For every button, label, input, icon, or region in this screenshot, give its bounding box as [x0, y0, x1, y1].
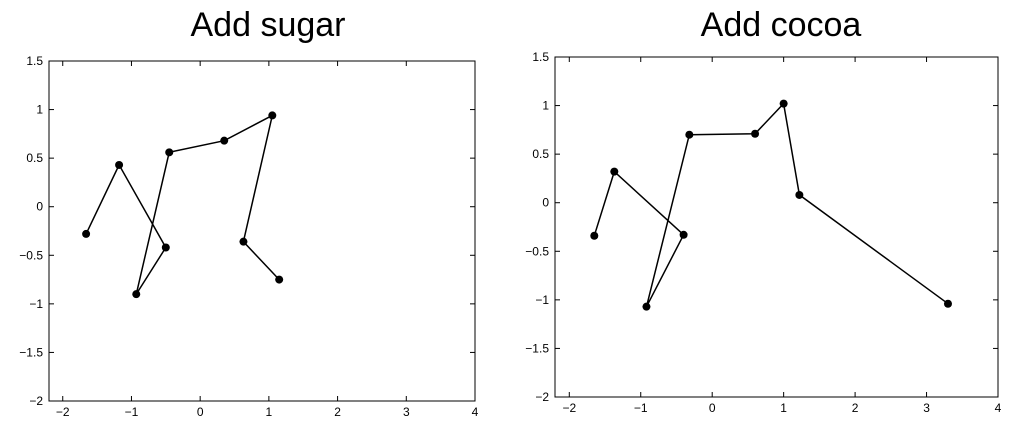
data-point — [82, 229, 91, 238]
data-point — [165, 148, 174, 157]
y-tick-label: −1 — [29, 297, 43, 311]
data-point — [132, 290, 141, 299]
y-tick-labels: −2 −1.5 −1 −0.5 0 0.5 1 1.5 — [525, 50, 549, 404]
x-tick-label: 0 — [709, 401, 716, 415]
data-point — [590, 231, 599, 240]
tick-marks — [555, 56, 999, 398]
data-point — [115, 160, 124, 169]
x-tick-label: 2 — [334, 405, 341, 419]
chart-title: Add sugar — [191, 6, 346, 44]
chart-add-cocoa: Add cocoa −2 −1 0 1 2 3 4 −2 −1.5 −1 −0.5 0 0.5 1 1.5 — [525, 6, 1001, 415]
y-tick-label: −2 — [535, 390, 549, 404]
data-point — [239, 237, 248, 246]
x-tick-label: 1 — [780, 401, 787, 415]
data-point — [268, 111, 277, 120]
data-point — [642, 302, 651, 311]
data-point — [610, 167, 619, 176]
y-tick-label: 1.5 — [26, 54, 43, 68]
x-tick-labels: −2 −1 0 1 2 3 4 — [56, 405, 479, 419]
series-line — [593, 101, 949, 308]
data-point — [751, 129, 760, 138]
y-tick-label: −0.5 — [19, 248, 43, 262]
y-tick-label: 0.5 — [26, 151, 43, 165]
y-tick-label: 1 — [542, 99, 549, 113]
y-tick-label: 1.5 — [532, 50, 549, 64]
x-tick-label: 0 — [197, 405, 204, 419]
x-tick-label: 2 — [852, 401, 859, 415]
x-tick-label: −2 — [562, 401, 576, 415]
y-tick-label: 0.5 — [532, 147, 549, 161]
plot-area — [82, 111, 284, 299]
y-tick-label: −0.5 — [525, 244, 549, 258]
x-tick-label: 4 — [472, 405, 479, 419]
data-point — [685, 130, 694, 139]
chart-title: Add cocoa — [701, 6, 862, 44]
data-point — [161, 243, 170, 252]
data-point — [679, 230, 688, 239]
x-tick-label: −1 — [125, 405, 139, 419]
x-tick-label: 4 — [995, 401, 1002, 415]
data-point — [779, 99, 788, 108]
axes-box — [48, 60, 476, 402]
x-tick-label: −1 — [634, 401, 648, 415]
y-tick-labels: −2 −1.5 −1 −0.5 0 0.5 1 1.5 — [19, 54, 43, 408]
x-tick-label: −2 — [56, 405, 70, 419]
data-point — [275, 275, 284, 284]
y-tick-label: −1 — [535, 293, 549, 307]
data-point — [220, 136, 229, 145]
y-tick-label: −1.5 — [525, 341, 549, 355]
y-tick-label: 0 — [542, 196, 549, 210]
tick-marks — [49, 60, 476, 402]
x-tick-labels: −2 −1 0 1 2 3 4 — [562, 401, 1001, 415]
data-point — [943, 299, 952, 308]
x-tick-label: 3 — [923, 401, 930, 415]
y-tick-label: 0 — [36, 200, 43, 214]
series-line — [85, 113, 280, 295]
y-tick-label: 1 — [36, 103, 43, 117]
x-tick-label: 3 — [403, 405, 410, 419]
plot-area — [590, 99, 952, 311]
data-point — [795, 190, 804, 199]
chart-add-sugar: Add sugar −2 −1 0 1 2 3 4 −2 −1.5 −1 −0.5 0 0.5 1 1.5 — [19, 6, 478, 419]
axes-box — [554, 56, 999, 398]
y-tick-label: −2 — [29, 394, 43, 408]
x-tick-label: 1 — [266, 405, 273, 419]
y-tick-label: −1.5 — [19, 345, 43, 359]
